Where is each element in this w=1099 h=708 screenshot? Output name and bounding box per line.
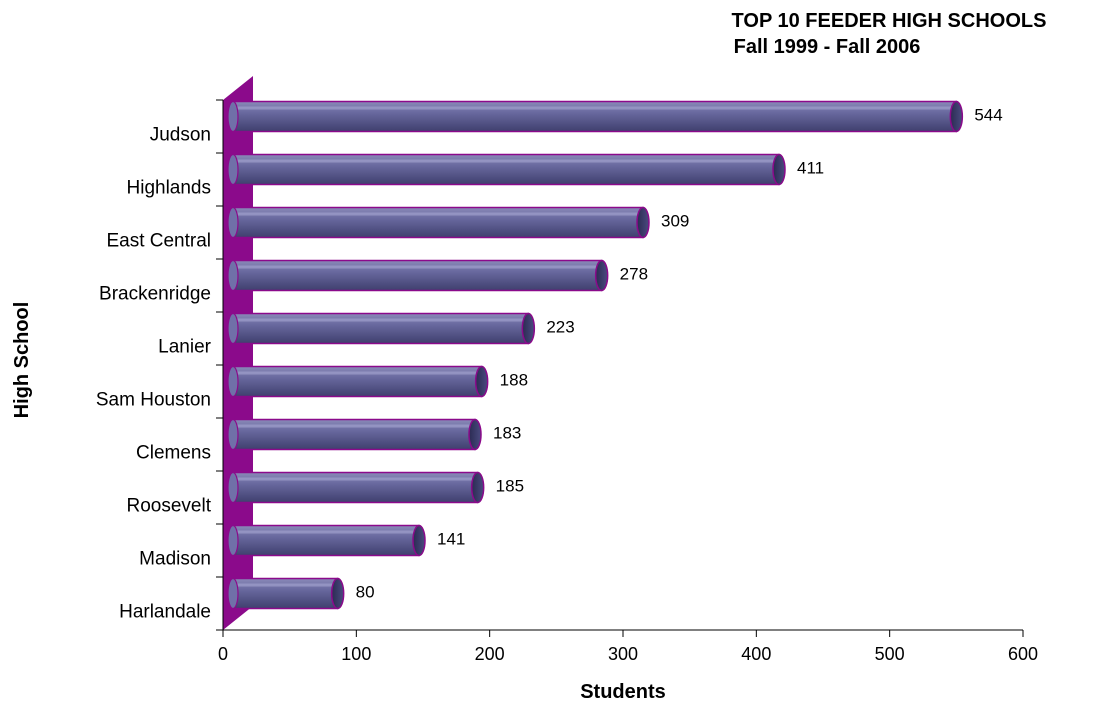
data-label: 544 (974, 106, 1002, 125)
bar (227, 153, 786, 186)
chart-subtitle: Fall 1999 - Fall 2006 (733, 36, 921, 58)
bar-body (232, 577, 339, 610)
bar-highlight (235, 477, 476, 481)
bar (227, 471, 485, 504)
bar-body (232, 206, 644, 239)
data-label: 188 (500, 371, 528, 390)
data-label: 141 (437, 530, 465, 549)
bar-end-cap (772, 153, 786, 186)
bar-start-cap (227, 418, 239, 451)
bar (227, 100, 964, 133)
bar-body (232, 418, 476, 451)
x-tick-label: 600 (1008, 644, 1038, 664)
bar-body (232, 259, 603, 292)
x-tick-label: 500 (875, 644, 905, 664)
x-tick-label: 0 (218, 644, 228, 664)
bar-end-cap (412, 524, 426, 557)
bar-body (232, 524, 420, 557)
x-tick-label: 200 (475, 644, 505, 664)
bar-highlight (235, 583, 336, 587)
bar-start-cap (227, 471, 239, 504)
bar (227, 312, 536, 345)
bar-start-cap (227, 577, 239, 610)
bar-highlight (235, 212, 641, 216)
data-label: 309 (661, 212, 689, 231)
bar-highlight (235, 318, 527, 322)
labels: Students High School Judson 544 Highlands 411… (11, 106, 1003, 704)
y-axis-title: High School (11, 302, 33, 419)
bar-body (232, 100, 958, 133)
bar-body (232, 153, 780, 186)
bar (227, 365, 489, 398)
bar-end-cap (949, 100, 964, 133)
axes: 0 100 200 300 400 500 600 (216, 99, 1038, 664)
bar-start-cap (227, 153, 239, 186)
bar-end-cap (330, 577, 345, 610)
bar (227, 259, 609, 292)
data-label: 223 (546, 318, 574, 337)
category-label: Brackenridge (99, 284, 211, 305)
data-label: 185 (496, 477, 524, 496)
data-label: 411 (797, 159, 824, 178)
x-tick-label: 400 (741, 644, 771, 664)
data-label: 278 (620, 265, 648, 284)
x-axis-title: Students (580, 681, 666, 703)
bar-end-cap (636, 206, 650, 239)
bar-body (232, 471, 479, 504)
bar-start-cap (227, 206, 239, 239)
bar-highlight (235, 159, 777, 163)
bar-highlight (235, 530, 417, 534)
bar (227, 524, 426, 557)
category-label: Harlandale (119, 602, 211, 623)
bar-end-cap (468, 418, 482, 451)
category-label: Clemens (136, 443, 211, 464)
data-label: 183 (493, 424, 521, 443)
bar-start-cap (227, 312, 239, 345)
bar-body (232, 312, 530, 345)
bar-highlight (235, 371, 480, 375)
chart-title: TOP 10 FEEDER HIGH SCHOOLS (731, 10, 1047, 32)
bar-start-cap (227, 259, 239, 292)
bar (227, 418, 482, 451)
category-label: Highlands (127, 178, 212, 199)
category-label: Judson (150, 125, 211, 146)
bar-start-cap (227, 524, 239, 557)
bar-end-cap (470, 471, 485, 504)
bar-end-cap (474, 365, 489, 398)
bar-start-cap (227, 100, 239, 133)
category-label: Lanier (158, 337, 211, 358)
bar (227, 577, 345, 610)
category-label: Sam Houston (96, 390, 211, 411)
x-tick-label: 300 (608, 644, 638, 664)
bar-start-cap (227, 365, 239, 398)
bar-body (232, 365, 483, 398)
bar-end-cap (521, 312, 536, 345)
bar-highlight (235, 265, 600, 269)
category-label: East Central (106, 231, 211, 252)
category-label: Roosevelt (127, 496, 212, 517)
bar-end-cap (594, 259, 609, 292)
category-label: Madison (139, 549, 211, 570)
bars (227, 100, 964, 610)
x-tick-label: 100 (341, 644, 371, 664)
bar-highlight (235, 106, 955, 110)
bar-highlight (235, 424, 473, 428)
data-label: 80 (356, 583, 375, 602)
bar (227, 206, 650, 239)
